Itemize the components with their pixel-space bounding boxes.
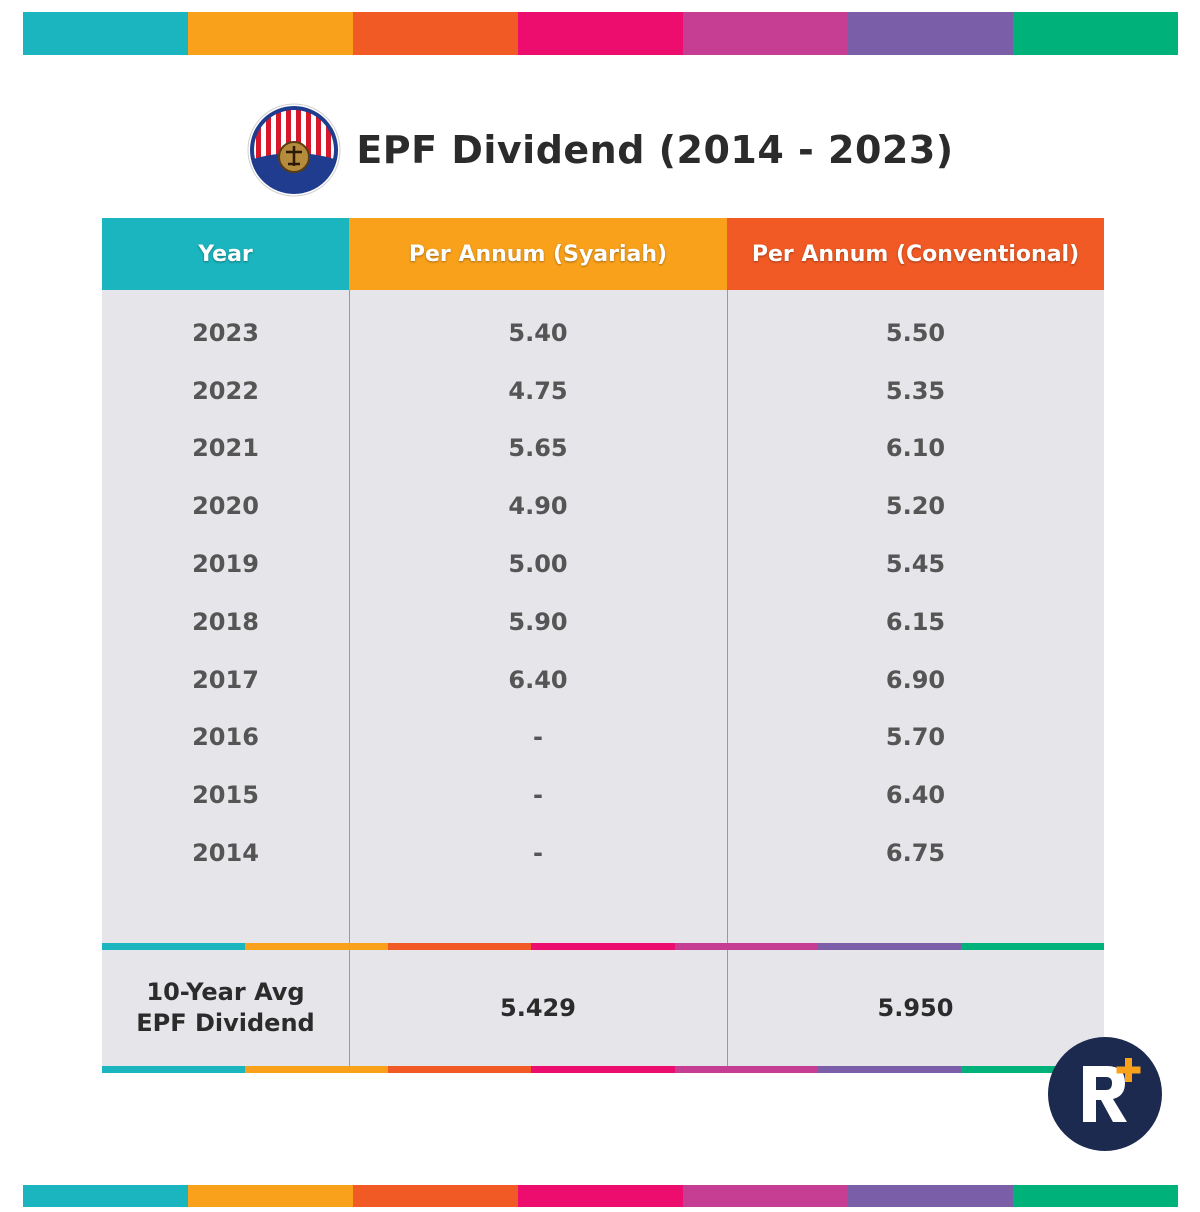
table-row: 2017 6.40 6.90: [102, 651, 1104, 709]
footer-divider-top: [102, 943, 1104, 950]
year-cell: 2022: [192, 376, 259, 405]
stripe-segment: [960, 943, 1104, 950]
stripe-segment: [848, 12, 1013, 55]
stripe-segment: [23, 12, 188, 55]
syariah-cell: 5.00: [508, 550, 568, 579]
stripe-segment: [102, 1066, 246, 1073]
kwsp-logo-icon: [247, 103, 341, 197]
syariah-cell: 5.40: [508, 318, 568, 347]
stripe-segment: [817, 1066, 961, 1073]
conventional-cell: 5.35: [885, 376, 946, 405]
stripe-segment: [353, 12, 518, 55]
table-row: 2015 - 6.40: [102, 766, 1104, 824]
stripe-segment: [531, 943, 675, 950]
header-syariah: Per Annum (Syariah): [349, 218, 727, 290]
conventional-cell: 6.90: [885, 665, 946, 694]
stripe-segment: [674, 1066, 818, 1073]
stripe-segment: [1013, 1185, 1178, 1207]
year-cell: 2019: [192, 550, 259, 579]
conventional-cell: 5.70: [885, 723, 946, 752]
table-row: 2022 4.75 5.35: [102, 362, 1104, 420]
year-cell: 2021: [192, 434, 259, 463]
stripe-segment: [388, 1066, 532, 1073]
syariah-cell: 5.90: [508, 607, 568, 636]
stripe-segment: [1013, 12, 1178, 55]
year-cell: 2023: [192, 318, 259, 347]
year-cell: 2018: [192, 607, 259, 636]
stripe-segment: [848, 1185, 1013, 1207]
stripe-segment: [102, 943, 246, 950]
conventional-cell: 5.45: [885, 550, 946, 579]
syariah-cell: 4.75: [508, 376, 568, 405]
table-row: 2021 5.65 6.10: [102, 420, 1104, 478]
stripe-segment: [531, 1066, 675, 1073]
syariah-cell: 4.90: [508, 492, 568, 521]
title-row: EPF Dividend (2014 - 2023): [0, 102, 1200, 198]
syariah-cell: -: [533, 781, 543, 810]
stripe-segment: [683, 12, 848, 55]
footer-label: 10-Year Avg EPF Dividend: [102, 950, 349, 1066]
year-cell: 2016: [192, 723, 259, 752]
syariah-cell: -: [533, 839, 543, 868]
conventional-cell: 6.75: [885, 839, 946, 868]
stripe-segment: [23, 1185, 188, 1207]
stripe-segment: [388, 943, 532, 950]
syariah-cell: 5.65: [508, 434, 568, 463]
table-row: 2014 - 6.75: [102, 824, 1104, 882]
table-row: 2023 5.40 5.50: [102, 304, 1104, 362]
column-divider: [349, 290, 350, 943]
conventional-cell: 6.10: [885, 434, 946, 463]
table-row: 2020 4.90 5.20: [102, 477, 1104, 535]
table-row: 2019 5.00 5.45: [102, 535, 1104, 593]
syariah-cell: -: [533, 723, 543, 752]
syariah-cell: 6.40: [508, 665, 568, 694]
table-row: 2018 5.90 6.15: [102, 593, 1104, 651]
stripe-segment: [353, 1185, 518, 1207]
column-divider: [727, 290, 728, 943]
stripe-segment: [188, 1185, 353, 1207]
header-year: Year: [102, 218, 349, 290]
column-divider: [727, 950, 728, 1066]
footer-divider-bottom: [102, 1066, 1104, 1073]
column-divider: [349, 950, 350, 1066]
footer-label-line2: EPF Dividend: [136, 1009, 315, 1037]
stripe-segment: [245, 1066, 389, 1073]
stripe-segment: [245, 943, 389, 950]
stripe-segment: [518, 1185, 683, 1207]
conventional-cell: 6.40: [885, 781, 946, 810]
conventional-cell: 6.15: [885, 607, 946, 636]
year-cell: 2020: [192, 492, 259, 521]
conventional-average: 5.950: [877, 993, 954, 1022]
dividend-table: Year Per Annum (Syariah) Per Annum (Conv…: [102, 218, 1104, 1073]
conventional-cell: 5.50: [885, 318, 946, 347]
table-row: 2016 - 5.70: [102, 709, 1104, 767]
top-color-stripe: [23, 12, 1178, 55]
stripe-segment: [683, 1185, 848, 1207]
year-cell: 2015: [192, 781, 259, 810]
conventional-cell: 5.20: [885, 492, 946, 521]
stripe-segment: [960, 1066, 1104, 1073]
stripe-segment: [674, 943, 818, 950]
table-footer: 10-Year Avg EPF Dividend 5.429 5.950: [102, 950, 1104, 1066]
table-body: 2023 5.40 5.50 2022 4.75 5.35 2021 5.65 …: [102, 290, 1104, 943]
table-header: Year Per Annum (Syariah) Per Annum (Conv…: [102, 218, 1104, 290]
footer-label-line1: 10-Year Avg: [146, 978, 305, 1006]
page-title: EPF Dividend (2014 - 2023): [356, 128, 954, 172]
header-conventional: Per Annum (Conventional): [727, 218, 1104, 290]
year-cell: 2014: [192, 839, 259, 868]
stripe-segment: [518, 12, 683, 55]
syariah-average: 5.429: [500, 993, 576, 1022]
year-cell: 2017: [192, 665, 259, 694]
stripe-segment: [188, 12, 353, 55]
r-plus-logo-icon: [1048, 1037, 1162, 1151]
stripe-segment: [817, 943, 961, 950]
bottom-color-stripe: [23, 1185, 1178, 1207]
